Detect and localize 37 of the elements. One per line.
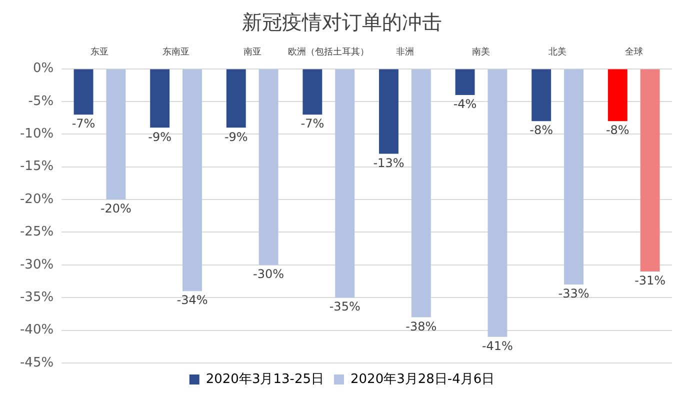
y-tick-label: -45% [20, 355, 54, 370]
data-label: -34% [176, 293, 208, 308]
legend-label: 2020年3月13-25日 [206, 372, 324, 387]
legend-label: 2020年3月28日-4月6日 [350, 372, 495, 387]
data-label: -20% [100, 202, 132, 216]
y-tick-label: -40% [20, 322, 54, 338]
y-tick-label: -20% [20, 192, 54, 207]
x-tick-label: 东南亚 [162, 46, 190, 58]
data-label: -8% [606, 123, 630, 138]
y-tick-label: -5% [28, 94, 54, 109]
data-label: -4% [453, 97, 477, 112]
y-tick-label: -25% [20, 224, 54, 240]
data-label: -13% [373, 156, 404, 170]
y-tick-label: 0% [32, 61, 54, 76]
data-label: -9% [224, 130, 248, 144]
y-tick-label: -30% [20, 257, 54, 272]
data-label: -35% [329, 300, 360, 314]
y-tick-label: -35% [20, 290, 54, 305]
x-tick-label: 非洲 [396, 46, 414, 58]
x-tick-label: 北美 [548, 46, 567, 58]
x-tick-label: 全球 [624, 46, 643, 58]
data-label: -38% [406, 319, 437, 334]
data-label: -33% [558, 286, 590, 301]
x-tick-label: 欧洲（包括土耳其） [288, 46, 370, 58]
data-label: -7% [72, 116, 96, 131]
data-label: -8% [530, 123, 554, 138]
data-label: -31% [634, 274, 666, 288]
x-tick-label: 南亚 [243, 46, 262, 58]
data-label: -9% [148, 130, 172, 144]
y-tick-label: -15% [20, 159, 54, 174]
y-tick-label: -10% [20, 126, 54, 142]
x-tick-label: 东亚 [90, 46, 109, 58]
x-tick-label: 南美 [472, 46, 490, 58]
chart-title: 新冠疫情对订单的冲击 [242, 10, 442, 34]
data-label: -41% [482, 338, 513, 353]
data-label: -7% [300, 116, 324, 131]
data-label: -30% [253, 267, 284, 282]
